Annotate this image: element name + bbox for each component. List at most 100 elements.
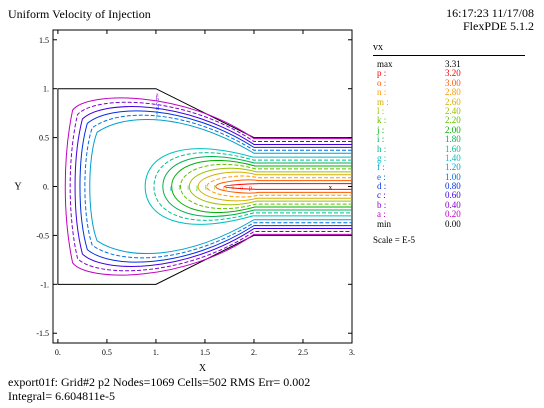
legend-level-label: j : [377, 124, 385, 135]
legend-level-row: g : 1.40 [373, 152, 533, 163]
contour-p-label: p [249, 186, 252, 192]
y-tick-label: -1.5 [36, 329, 49, 338]
version-label: FlexPDE 5.1.2 [462, 19, 534, 33]
legend-level-value: 0.20 [445, 209, 461, 220]
legend-level-value: 0.40 [445, 199, 461, 210]
legend-level-row: e : 1.00 [373, 171, 533, 182]
legend-variable: vx [373, 42, 525, 56]
legend-level-value: 3.20 [445, 68, 461, 79]
legend-level-label: o : [377, 77, 387, 88]
legend-level-row: d : 0.80 [373, 181, 533, 192]
legend-level-row: k : 2.20 [373, 115, 533, 126]
contour-g [144, 148, 352, 225]
x-tick-label: 2.5 [298, 348, 308, 357]
x-tick-label: 2. [251, 348, 257, 357]
legend-level-row: m : 2.60 [373, 96, 533, 107]
legend-level-label: b : [377, 199, 387, 210]
legend-level-label: m : [377, 96, 389, 107]
contour-f [89, 118, 352, 255]
contour-l [188, 167, 352, 206]
y-tick-label: 0.5 [39, 134, 49, 143]
plot-title: Uniform Velocity of Injection [8, 7, 151, 21]
footer: export01f: Grid#2 p2 Nodes=1069 Cells=50… [8, 375, 310, 403]
y-tick-label: -1. [40, 280, 49, 289]
x-tick-label: 1.5 [200, 348, 210, 357]
contour-o [215, 179, 352, 194]
contour-n [206, 175, 352, 198]
contour-g-label: g [170, 186, 173, 192]
x-tick-label: 3. [349, 348, 355, 357]
legend-level-row: l : 2.40 [373, 105, 533, 116]
x-axis-label: X [199, 363, 207, 374]
legend: vx max 3.31 p : 3.20 o : 3.00 n : 2.80 m : 2.60… [373, 42, 533, 245]
legend-level-value: 2.20 [445, 115, 461, 126]
legend-level-row: o : 3.00 [373, 77, 533, 88]
legend-level-row: j : 2.00 [373, 124, 533, 135]
footer-integral: Integral= 6.604811e-5 [8, 389, 115, 403]
contour-d-label: d [156, 106, 159, 112]
contour-i [162, 156, 352, 217]
legend-max-label: max [377, 59, 393, 69]
legend-level-label: l : [377, 105, 385, 116]
legend-level-row: p : 3.20 [373, 68, 533, 79]
legend-level-row: a : 0.20 [373, 209, 533, 220]
legend-level-value: 2.00 [445, 124, 461, 135]
legend-level-value: 1.00 [445, 171, 461, 182]
contour-m-label: m [223, 186, 228, 192]
contour-m [197, 171, 352, 202]
legend-max-value: 3.31 [445, 59, 461, 69]
legend-level-label: c : [377, 190, 386, 201]
contour-a [64, 97, 352, 276]
legend-level-row: c : 0.60 [373, 190, 533, 201]
y-tick-label: 0. [43, 183, 49, 192]
contour-b [69, 101, 352, 272]
legend-scale: Scale = E-5 [373, 235, 416, 246]
max-marker: x [329, 184, 333, 192]
legend-level-row: n : 2.80 [373, 87, 533, 98]
legend-level-value: 2.40 [445, 105, 461, 116]
timestamp-block: 16:17:23 11/17/08 FlexPDE 5.1.2 [446, 7, 534, 33]
contour-d [79, 110, 352, 263]
legend-level-label: g : [377, 152, 387, 163]
legend-level-value: 0.60 [445, 190, 461, 201]
legend-level-row: h : 1.60 [373, 143, 533, 154]
legend-level-label: n : [377, 87, 387, 98]
legend-level-value: 0.80 [445, 181, 461, 192]
legend-level-label: f : [377, 162, 385, 173]
legend-level-value: 2.60 [445, 96, 461, 107]
legend-level-label: h : [377, 143, 387, 154]
x-tick-label: 1. [153, 348, 159, 357]
legend-level-label: a : [377, 209, 386, 220]
contour-j-label: j [195, 186, 198, 192]
plot-frame [52, 29, 353, 344]
contour-c-label: c [156, 101, 159, 107]
contour-b-label: b [156, 97, 159, 103]
legend-level-label: e : [377, 171, 386, 182]
legend-level-row: f : 1.20 [373, 162, 533, 173]
legend-level-label: d : [377, 181, 387, 192]
x-tick-label: 0. [55, 348, 61, 357]
legend-level-value: 1.80 [445, 134, 461, 145]
contour-j [171, 159, 352, 214]
legend-level-label: i : [377, 134, 385, 145]
y-tick-label: -0.5 [36, 231, 49, 240]
legend-level-row: b : 0.40 [373, 199, 533, 210]
legend-level-label: p : [377, 68, 387, 79]
legend-min-label: min [377, 218, 392, 229]
legend-levels: p : 3.20 o : 3.00 n : 2.80 m : 2.60 l : 2.40 k : 2.… [373, 68, 533, 220]
y-axis-label: Y [14, 182, 21, 193]
contour-f-label: f [156, 114, 158, 121]
contour-k-label: k [205, 186, 208, 192]
contour-e-label: e [156, 110, 159, 116]
contour-h-label: h [178, 186, 181, 192]
contour-a-label: a [156, 93, 159, 99]
legend-level-value: 3.00 [445, 77, 461, 88]
contour-k [179, 163, 352, 210]
legend-level-value: 2.80 [445, 87, 461, 98]
legend-level-label: k : [377, 115, 387, 126]
contour-i-label: i [187, 186, 189, 192]
contour-e [84, 114, 352, 259]
legend-level-row: i : 1.80 [373, 134, 533, 145]
domain-outline [57, 88, 353, 285]
